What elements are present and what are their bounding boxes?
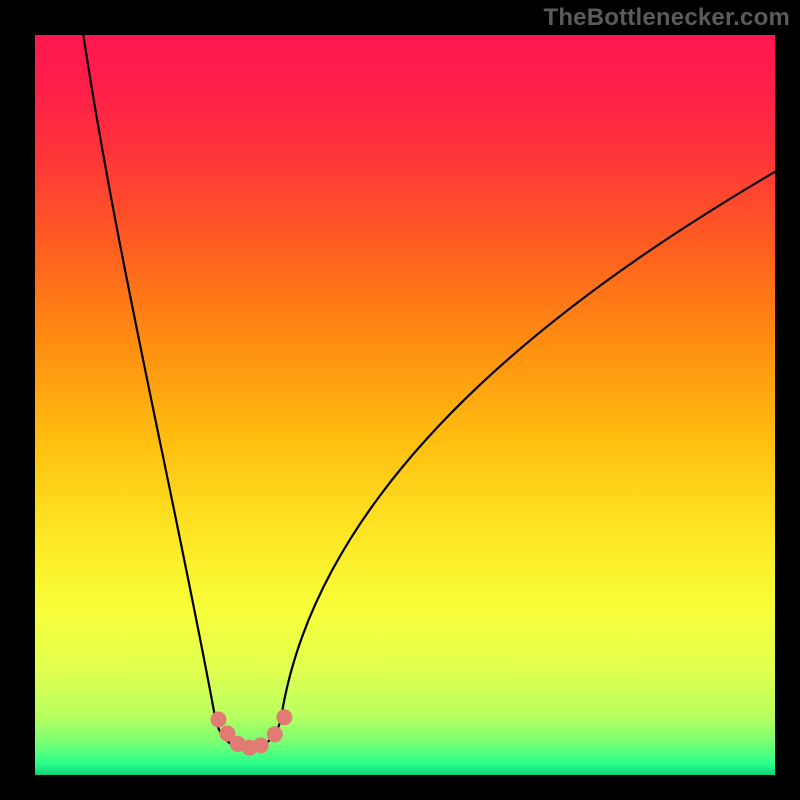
watermark-text: TheBottlenecker.com bbox=[543, 4, 790, 32]
curve-marker bbox=[253, 737, 269, 753]
curve-marker bbox=[211, 712, 227, 728]
curve-marker bbox=[276, 709, 292, 725]
curve-marker bbox=[267, 726, 283, 742]
bottleneck-chart bbox=[35, 35, 775, 775]
gradient-background bbox=[35, 35, 775, 775]
stage: TheBottlenecker.com bbox=[0, 0, 800, 800]
